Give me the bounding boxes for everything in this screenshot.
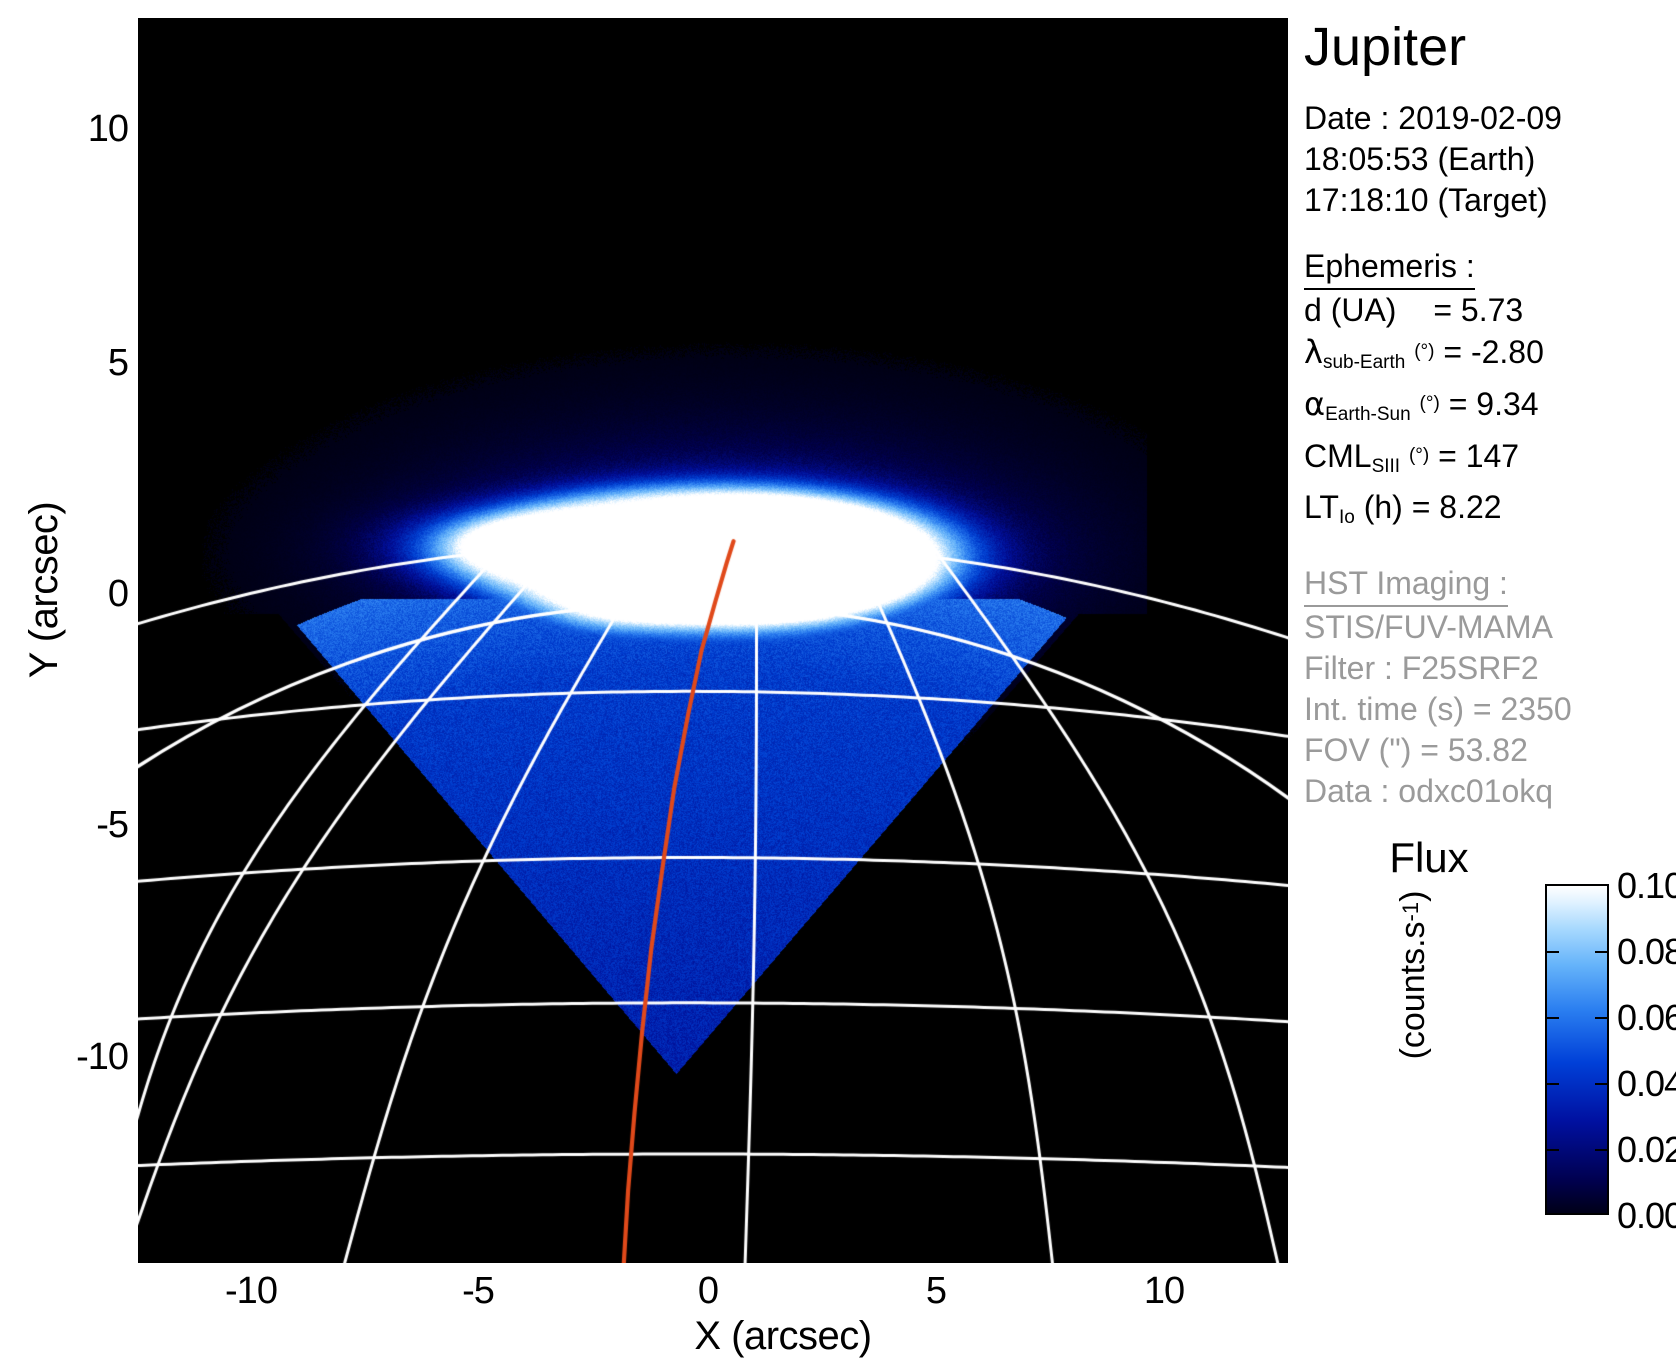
lt-value: = 8.22: [1411, 489, 1502, 525]
hst-fov: FOV (") = 53.82: [1304, 732, 1528, 768]
x-axis-title: X (arcsec): [694, 1314, 872, 1358]
ephemeris-distance-value: = 5.73: [1433, 292, 1524, 328]
ephemeris-sub-earth-latitude: λsub-Earth (°) = -2.80: [1304, 331, 1676, 383]
colorbar-tick-label: 0.06: [1617, 997, 1676, 1038]
colorbar-tick-mark: [1595, 951, 1609, 953]
colorbar-tick-mark: [1595, 1017, 1609, 1019]
page-title: Jupiter: [1304, 17, 1467, 77]
colorbar-tick-label: 0.02: [1617, 1129, 1676, 1170]
x-tick-label: 5: [925, 1270, 947, 1312]
hst-imaging-header: HST Imaging :: [1304, 564, 1508, 607]
ephemeris-io-local-time: LTIo (h) = 8.22: [1304, 487, 1676, 538]
colorbar-tick-mark: [1595, 1149, 1609, 1151]
hst-dataset-id: Data : odxc01okq: [1304, 773, 1554, 809]
lt-subscript: Io: [1338, 507, 1355, 528]
colorbar-tick-mark: [1595, 1083, 1609, 1085]
colorbar-tick-label: 0.08: [1617, 931, 1676, 972]
alpha-value: = 9.34: [1448, 386, 1539, 422]
lambda-symbol: λ: [1304, 333, 1323, 371]
cml-label: CML: [1304, 438, 1372, 474]
aurora-image-plot: [138, 18, 1288, 1263]
colorbar-tick-mark: [1545, 1149, 1559, 1151]
colorbar-tick-mark: [1545, 1083, 1559, 1085]
metadata-panel: Jupiter Date : 2019-02-09 18:05:53 (Eart…: [1298, 0, 1676, 809]
y-tick-label: -10: [76, 1036, 129, 1078]
colorbar-tick-label: 0.10: [1617, 865, 1676, 906]
colorbar-title: Flux: [1389, 834, 1469, 881]
hst-filter: Filter : F25SRF2: [1304, 650, 1539, 686]
ephemeris-cml: CMLSIII (°) = 147: [1304, 435, 1676, 487]
aurora-heatmap-canvas: [138, 18, 1288, 1263]
alpha-subscript: Earth-Sun: [1325, 404, 1411, 425]
lambda-value: = -2.80: [1443, 334, 1544, 370]
lambda-subscript: sub-Earth: [1322, 352, 1406, 373]
lt-unit: (h): [1363, 489, 1403, 525]
lt-label: LT: [1304, 489, 1339, 525]
observation-date: Date : 2019-02-09: [1304, 100, 1562, 136]
alpha-symbol: α: [1304, 385, 1326, 423]
cml-subscript: SIII: [1371, 456, 1401, 477]
observation-time-earth: 18:05:53 (Earth): [1304, 141, 1536, 177]
y-tick-label: 0: [107, 573, 129, 615]
colorbar-tick-mark: [1545, 1017, 1559, 1019]
hst-instrument: STIS/FUV-MAMA: [1304, 609, 1553, 645]
cml-unit: (°): [1408, 445, 1430, 466]
x-tick-label: -10: [225, 1270, 278, 1312]
colorbar-block: Flux (counts.s-1): [1298, 836, 1676, 1236]
colorbar-tick-label: 0.04: [1617, 1063, 1676, 1104]
x-tick-label: 10: [1143, 1270, 1185, 1312]
hst-integration-time: Int. time (s) = 2350: [1304, 691, 1572, 727]
y-tick-label: 5: [107, 342, 129, 384]
ephemeris-distance-label: d (UA): [1304, 292, 1397, 328]
y-tick-label: -5: [96, 804, 129, 846]
ephemeris-phase-angle: αEarth-Sun (°) = 9.34: [1304, 383, 1676, 435]
y-axis-title: Y (arcsec): [22, 501, 66, 679]
x-tick-label: 0: [697, 1270, 719, 1312]
x-tick-label: -5: [462, 1270, 495, 1312]
alpha-unit: (°): [1419, 393, 1440, 414]
colorbar-tick-label: 0.00: [1617, 1195, 1676, 1236]
ephemeris-distance: d (UA) = 5.73: [1304, 290, 1676, 331]
colorbar-tick-mark: [1545, 951, 1559, 953]
observation-time-target: 17:18:10 (Target): [1304, 182, 1548, 218]
y-tick-label: 10: [87, 108, 129, 150]
cml-value: = 147: [1438, 438, 1520, 474]
colorbar-gradient: [1545, 884, 1609, 1215]
lambda-unit: (°): [1414, 341, 1435, 362]
ephemeris-header: Ephemeris :: [1304, 247, 1475, 290]
colorbar-unit-label: (counts.s-1): [1394, 890, 1432, 1060]
